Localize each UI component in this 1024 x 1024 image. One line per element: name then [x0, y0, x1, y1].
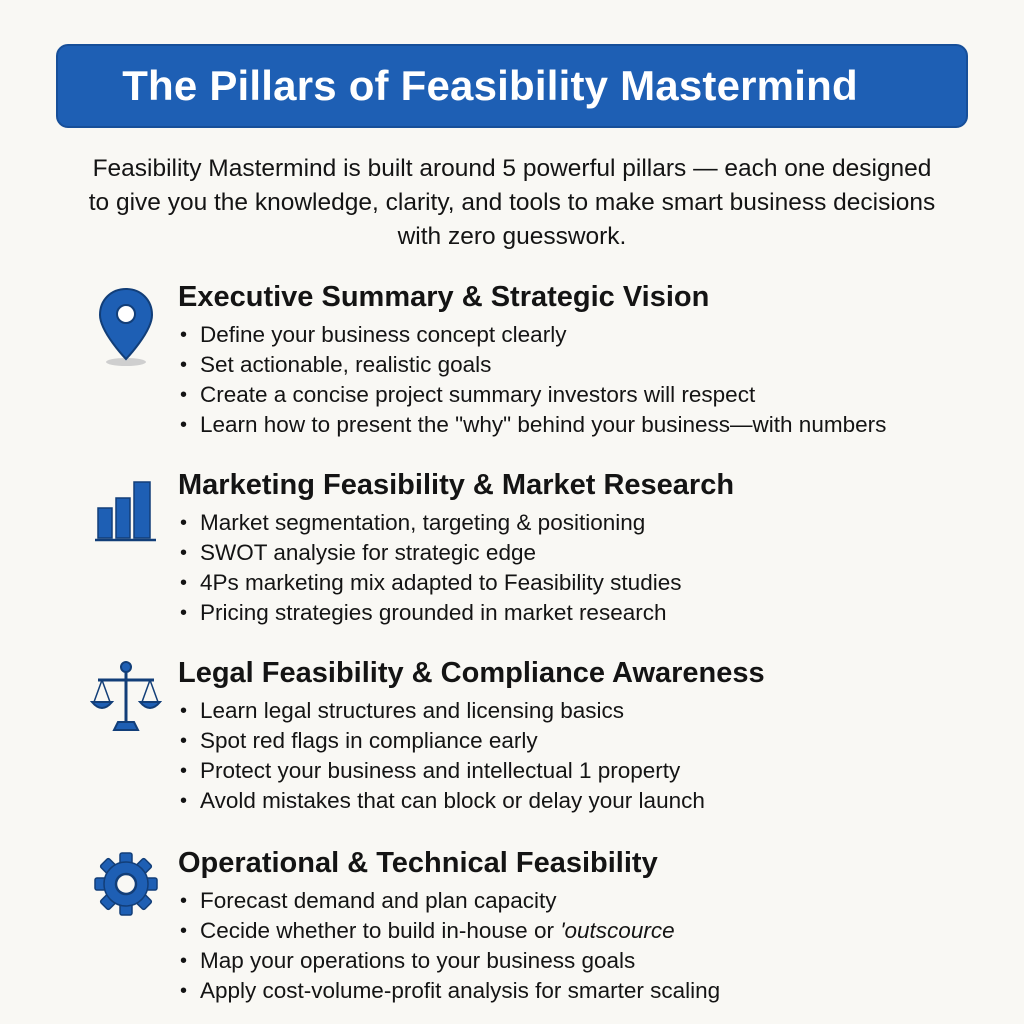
title-banner: The Pillars of Feasibility Mastermind [56, 44, 968, 128]
list-item: Market segmentation, targeting & positio… [180, 508, 681, 538]
list-item: Avold mistakes that can block or delay y… [180, 786, 705, 816]
list-item: Create a concise project summary investo… [180, 380, 886, 410]
list-item: 4Ps marketing mix adapted to Feasibility… [180, 568, 681, 598]
list-item: Set actionable, realistic goals [180, 350, 886, 380]
list-item: Apply cost-volume-profit analysis for sm… [180, 976, 720, 1006]
bar-chart-icon [95, 481, 156, 542]
intro-line-3: with zero guesswork. [397, 223, 627, 250]
section-title: Executive Summary & Strategic Vision [178, 281, 710, 313]
list-item-text: Cecide whether to build in-house or [200, 918, 554, 943]
bullet-list: Learn legal structures and licensing bas… [180, 696, 705, 816]
gear-icon [94, 852, 158, 916]
section-title: Marketing Feasibility & Market Research [178, 469, 735, 501]
bullet-list: Market segmentation, targeting & positio… [180, 508, 681, 628]
intro-line-1: Feasibility Mastermind is built around 5… [92, 155, 932, 182]
intro-paragraph: Feasibility Mastermind is built around 5… [60, 152, 964, 254]
list-item: Map your operations to your business goa… [180, 946, 720, 976]
list-item: Pricing strategies grounded in market re… [180, 598, 681, 628]
bullet-list: Define your business concept clearly Set… [180, 320, 886, 440]
list-item: Protect your business and intellectual 1… [180, 756, 705, 786]
list-item: Forecast demand and plan capacity [180, 886, 720, 916]
list-item: Learn how to present the "why" behind yo… [180, 410, 886, 440]
list-item: SWOT analysie for strategic edge [180, 538, 681, 568]
list-item: Define your business concept clearly [180, 320, 886, 350]
list-item: Spot red flags in compliance early [180, 726, 705, 756]
pillar-operational-feasibility: Operational & Technical Feasibility Fore… [0, 846, 1024, 1016]
map-pin-icon [98, 287, 154, 366]
list-item: Cecide whether to build in-house or 'out… [180, 916, 720, 946]
intro-line-2: to give you the knowledge, clarity, and … [88, 189, 936, 216]
scales-icon [90, 661, 162, 731]
pillar-executive-summary: Executive Summary & Strategic Vision Def… [0, 280, 1024, 450]
pillar-legal-feasibility: Legal Feasibility & Compliance Awareness… [0, 656, 1024, 826]
page-title: The Pillars of Feasibility Mastermind [122, 62, 858, 109]
bullet-list: Forecast demand and plan capacity Cecide… [180, 886, 720, 1006]
list-item-italic-text: 'outscource [560, 918, 675, 943]
section-title: Legal Feasibility & Compliance Awareness [178, 657, 765, 689]
section-title: Operational & Technical Feasibility [178, 847, 658, 879]
list-item: Learn legal structures and licensing bas… [180, 696, 705, 726]
pillar-marketing-feasibility: Marketing Feasibility & Market Research … [0, 468, 1024, 638]
